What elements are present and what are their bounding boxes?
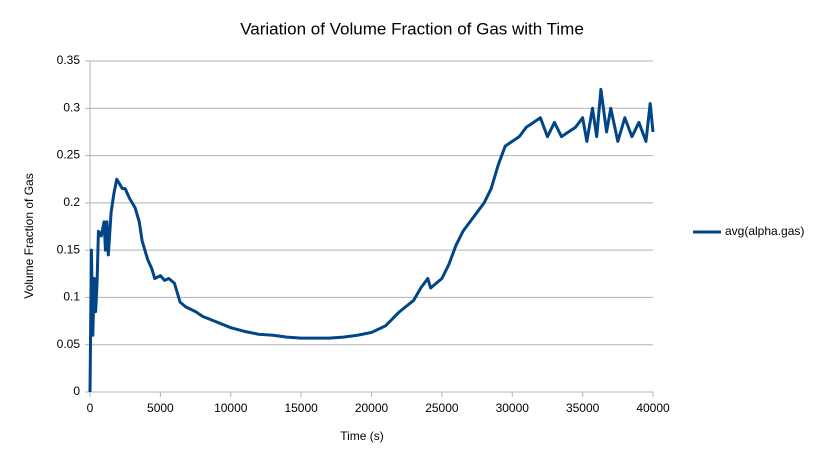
x-tick-label: 25000 [425, 401, 459, 415]
y-tick-label: 0.35 [57, 53, 81, 67]
y-tick-label: 0.25 [57, 148, 81, 162]
x-tick-label: 35000 [566, 401, 600, 415]
y-tick-label: 0.3 [63, 100, 80, 114]
data-line [88, 87, 655, 393]
chart-title: Variation of Volume Fraction of Gas with… [240, 19, 584, 38]
y-axis-label: Volume Fraction of Gas [22, 173, 36, 298]
x-tick-label: 40000 [636, 401, 670, 415]
x-tick-label: 10000 [214, 401, 248, 415]
y-tick-label: 0.05 [57, 337, 81, 351]
y-tick-label: 0 [73, 384, 80, 398]
y-tick-label: 0.15 [57, 242, 81, 256]
x-axis-label: Time (s) [340, 429, 384, 443]
x-tick-label: 15000 [284, 401, 318, 415]
y-tick-label: 0.2 [63, 195, 80, 209]
x-tick-label: 0 [87, 401, 94, 415]
y-tick-label: 0.1 [63, 290, 80, 304]
x-tick-label: 30000 [496, 401, 530, 415]
x-tick-label: 5000 [147, 401, 174, 415]
x-tick-label: 20000 [355, 401, 389, 415]
legend-label: avg(alpha.gas) [725, 224, 804, 238]
